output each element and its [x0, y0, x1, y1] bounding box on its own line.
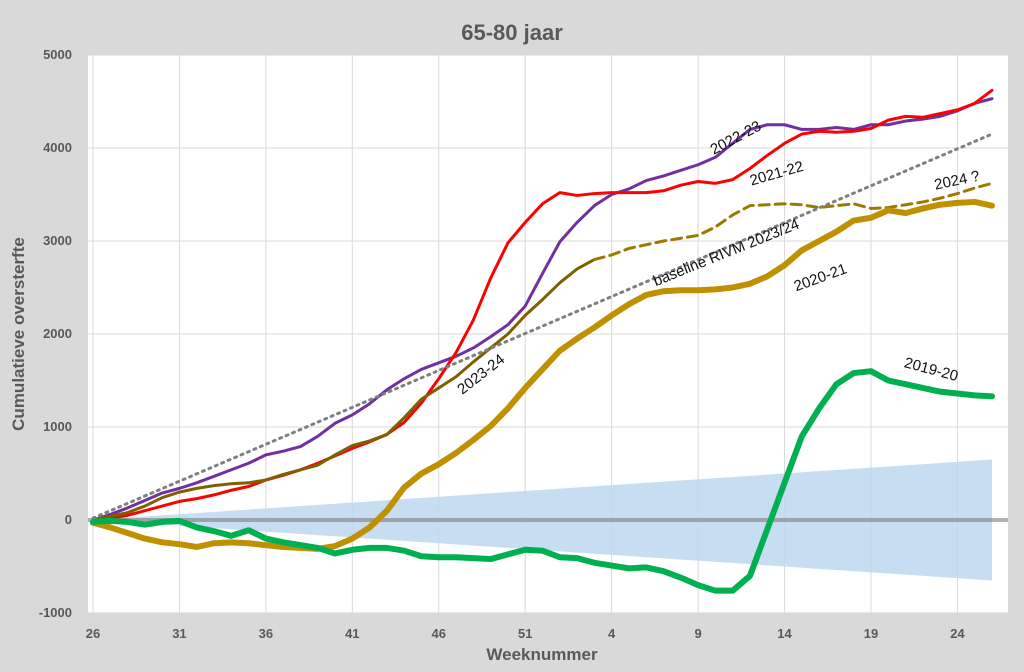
chart-title: 65-80 jaar	[461, 20, 563, 45]
y-tick-label: 5000	[43, 47, 72, 62]
x-tick-label: 4	[608, 626, 616, 641]
x-tick-label: 24	[950, 626, 965, 641]
x-tick-label: 14	[777, 626, 792, 641]
x-tick-label: 36	[259, 626, 273, 641]
x-tick-label: 51	[518, 626, 532, 641]
y-tick-label: 4000	[43, 140, 72, 155]
series-line-2021-22	[91, 88, 994, 522]
y-tick-label: 3000	[43, 233, 72, 248]
x-tick-label: 9	[694, 626, 701, 641]
y-axis-title: Cumulatieve oversterfte	[9, 237, 28, 431]
y-tick-label: 0	[65, 512, 72, 527]
x-tick-label: 41	[345, 626, 359, 641]
series-line-baseline-rivm-2023-24	[91, 132, 994, 520]
x-tick-label: 31	[172, 626, 186, 641]
series-line-2022-23	[91, 97, 994, 522]
x-tick-label: 26	[86, 626, 100, 641]
series-line-2020-21	[90, 198, 995, 552]
series-line-2019-20	[90, 368, 995, 594]
series-line-2023-24	[91, 258, 596, 522]
x-axis-title: Weeknummer	[486, 645, 598, 664]
y-tick-label: 1000	[43, 419, 72, 434]
y-tick-label: 2000	[43, 326, 72, 341]
series-lines	[90, 88, 995, 594]
axis-ticks: -1000 0 1000 2000 3000 4000 5000 26 31 36 41 46 51 4 9…	[39, 47, 966, 641]
x-tick-label: 19	[864, 626, 878, 641]
x-tick-label: 46	[432, 626, 446, 641]
series-line-2024-	[592, 181, 994, 262]
y-tick-label: -1000	[39, 605, 72, 620]
